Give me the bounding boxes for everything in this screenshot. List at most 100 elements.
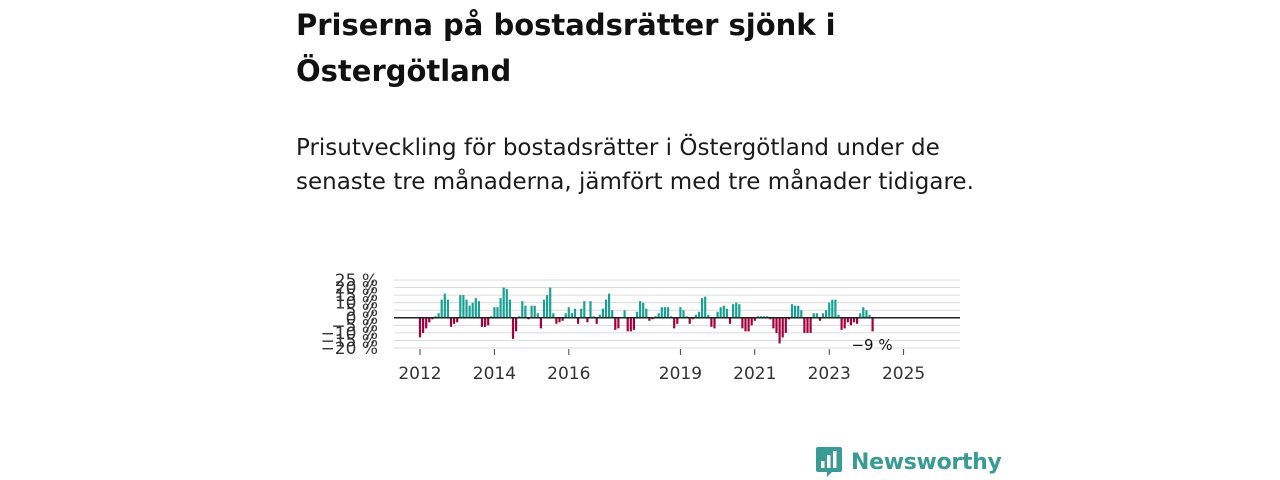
bar — [688, 317, 691, 324]
bar — [722, 305, 725, 318]
bar — [794, 305, 797, 318]
bar — [626, 317, 629, 332]
bar — [502, 287, 505, 318]
gridlines — [394, 279, 960, 349]
bar — [732, 304, 735, 318]
bar — [542, 299, 546, 318]
bar — [443, 293, 446, 318]
bar — [852, 317, 856, 323]
bar — [428, 317, 431, 323]
bar — [422, 317, 425, 333]
bar — [437, 313, 440, 318]
bar — [800, 310, 803, 318]
bar — [456, 317, 459, 323]
bar — [567, 307, 570, 318]
bar — [446, 299, 449, 318]
bar — [598, 314, 601, 318]
y-tick-label: −5 % — [331, 316, 378, 336]
bar-chart: 25 %20 %15 %10 %5 %0 %−5 %−10 %−15 %−20 … — [321, 271, 960, 384]
bar — [549, 287, 552, 318]
bar — [536, 313, 539, 318]
bar — [821, 313, 825, 318]
bar — [487, 317, 490, 326]
bar — [465, 299, 468, 318]
bar — [719, 307, 722, 318]
bar — [691, 317, 694, 320]
bar — [685, 316, 688, 318]
bar — [614, 317, 617, 330]
y-tick-label: 10 % — [335, 294, 378, 314]
bar — [769, 317, 772, 320]
bar — [533, 305, 536, 318]
bar — [657, 313, 660, 318]
bar — [530, 305, 533, 318]
bar — [521, 301, 524, 318]
bar — [763, 316, 766, 318]
bar — [682, 310, 685, 318]
bar — [580, 308, 583, 318]
bar — [654, 316, 657, 318]
bar — [527, 317, 530, 320]
bar — [756, 316, 759, 318]
bar — [663, 307, 666, 318]
bar — [809, 317, 812, 333]
bar — [564, 313, 567, 318]
bar — [775, 317, 778, 333]
bar — [673, 317, 676, 329]
bar — [831, 299, 834, 318]
bar — [617, 317, 620, 329]
bar — [812, 313, 815, 318]
y-axis-labels: 25 %20 %15 %10 %5 %0 %−5 %−10 %−15 %−20 … — [321, 271, 378, 359]
bar — [738, 304, 741, 318]
bar — [797, 305, 800, 318]
bar — [524, 305, 527, 318]
y-tick-label: 5 % — [346, 301, 378, 321]
bar — [632, 317, 635, 330]
bar — [781, 317, 784, 338]
bar — [515, 317, 518, 332]
bar — [595, 317, 598, 324]
x-tick-label: 2014 — [473, 364, 516, 384]
bar — [806, 317, 809, 333]
bar — [710, 317, 713, 327]
bar — [676, 317, 679, 324]
bar — [843, 317, 846, 329]
bar — [856, 317, 859, 324]
bar — [778, 317, 781, 344]
bar — [601, 308, 604, 318]
y-tick-label: −15 % — [321, 331, 378, 351]
bar — [604, 299, 608, 318]
bar — [471, 302, 474, 318]
bar — [871, 317, 874, 332]
bar — [815, 313, 818, 318]
bar — [784, 317, 787, 333]
bar — [697, 311, 701, 318]
bar — [651, 317, 654, 320]
bar — [645, 308, 648, 318]
x-tick-label: 2016 — [547, 364, 590, 384]
bar — [583, 301, 586, 318]
bar — [837, 314, 840, 318]
bar — [744, 317, 747, 332]
bar — [558, 317, 561, 323]
bar — [449, 317, 453, 327]
bar — [592, 316, 595, 318]
bar — [639, 301, 642, 318]
bar — [490, 316, 493, 318]
bar — [459, 295, 462, 318]
x-tick-label: 2019 — [659, 364, 702, 384]
bar — [570, 313, 573, 318]
bar — [496, 307, 499, 318]
bar — [701, 298, 704, 318]
y-tick-label: −20 % — [321, 339, 378, 359]
bar — [759, 316, 763, 318]
bar — [828, 302, 831, 318]
bar — [586, 317, 589, 323]
y-tick-label: 20 % — [335, 279, 378, 299]
bar — [707, 314, 710, 318]
bar — [518, 316, 521, 318]
bar — [666, 307, 670, 318]
bar — [868, 314, 871, 318]
bar — [589, 301, 592, 318]
bar — [790, 304, 794, 318]
